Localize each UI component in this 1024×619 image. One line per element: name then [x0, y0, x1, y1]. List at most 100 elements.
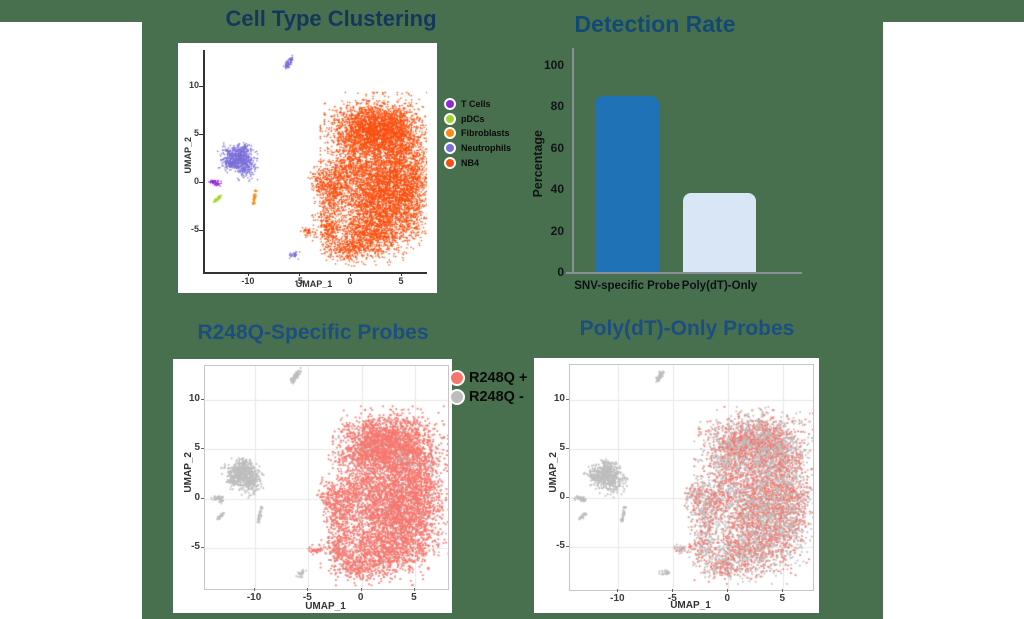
y-tick-label: 0	[194, 491, 200, 503]
x-tick-label: -5	[667, 593, 677, 604]
cell-type-umap-panel: UMAP_2 UMAP_1 -10 -5 0 5 10 5 0 -5	[178, 43, 437, 293]
x-axis-label: UMAP_1	[305, 601, 346, 612]
y-tick-label: 5	[193, 127, 199, 138]
x-tick-label: 5	[411, 592, 417, 603]
x-tick-label: -5	[302, 592, 312, 603]
detection-rate-bar-chart: Percentage 0 20 40 60 80 100 SNV-specific Prob…	[529, 42, 821, 319]
legend-item: pDCs	[444, 112, 511, 127]
x-tick-label: -10	[610, 593, 625, 604]
x-tick-mark	[247, 272, 249, 276]
legend-swatch	[444, 98, 456, 111]
bar-y-tick-label: 40	[550, 182, 564, 197]
x-tick-mark	[672, 589, 674, 592]
legend-swatch	[444, 142, 456, 155]
legend-item: NB4	[444, 155, 511, 170]
y-tick-label: 0	[193, 175, 199, 186]
legend-swatch	[449, 388, 465, 405]
x-tick-mark	[307, 588, 309, 591]
x-tick-mark	[298, 272, 300, 276]
x-tick-mark	[254, 588, 256, 591]
y-tick-label: 10	[188, 392, 200, 404]
umap-plot-area	[569, 364, 814, 591]
legend-swatch	[444, 127, 456, 140]
y-tick-mark	[566, 399, 569, 401]
bar-polydt-only	[683, 193, 756, 272]
legend-item: T Cells	[444, 97, 511, 112]
y-tick-label: 10	[553, 393, 565, 405]
umap-plot-area	[203, 50, 427, 274]
cell-type-clustering-title: Cell Type Clustering	[225, 6, 437, 31]
y-tick-label: 10	[188, 79, 199, 90]
x-tick-label: -10	[246, 592, 262, 603]
cell-type-legend: T Cells pDCs Fibroblasts Neutrophils NB4	[444, 97, 511, 170]
legend-label: T Cells	[461, 99, 491, 110]
detection-rate-title: Detection Rate	[574, 11, 736, 37]
legend-swatch	[444, 112, 456, 125]
x-tick-mark	[782, 589, 784, 592]
polydt-umap-panel: UMAP_2 UMAP_1 -10 -5 0 5 10 5 0 -5	[534, 358, 819, 613]
bar-category-label: Poly(dT)-Only	[681, 280, 758, 292]
umap-plot-area	[204, 365, 449, 590]
y-axis-label: UMAP_2	[548, 452, 559, 493]
x-tick-mark	[413, 588, 415, 591]
x-tick-mark	[360, 588, 362, 591]
x-tick-label: 5	[398, 276, 404, 286]
y-axis-label: UMAP_2	[183, 452, 194, 493]
r248q-umap-panel: UMAP_2 UMAP_1 -10 -5 0 5 10 5 0 -5	[173, 359, 452, 613]
x-tick-mark	[349, 272, 351, 276]
legend-label: R248Q -	[469, 388, 524, 405]
legend-item: Neutrophils	[444, 141, 511, 156]
y-tick-mark	[199, 85, 203, 87]
y-tick-mark	[201, 497, 204, 499]
y-tick-mark	[566, 497, 569, 499]
legend-item: R248Q +	[449, 369, 527, 388]
bar-y-tick-label: 20	[550, 223, 564, 238]
y-tick-mark	[566, 545, 569, 547]
legend-label: pDCs	[461, 113, 485, 124]
y-tick-mark	[201, 398, 204, 400]
x-tick-mark	[617, 589, 619, 592]
x-tick-mark	[401, 272, 402, 276]
bar-y-tick-label: 0	[557, 265, 564, 279]
legend-label: Neutrophils	[461, 143, 512, 154]
bar-snv-specific	[595, 96, 659, 272]
legend-label: Fibroblasts	[461, 128, 510, 139]
y-tick-label: -5	[556, 539, 565, 551]
y-tick-label: 0	[559, 491, 565, 503]
y-tick-mark	[201, 448, 204, 450]
legend-item: Fibroblasts	[444, 126, 511, 141]
legend-swatch	[444, 156, 456, 169]
umap-canvas	[205, 50, 427, 272]
y-tick-mark	[199, 133, 203, 135]
y-tick-label: -5	[191, 540, 200, 552]
bar-y-tick-label: 80	[550, 99, 564, 114]
y-tick-label: -5	[190, 223, 199, 234]
x-tick-label: 5	[779, 593, 786, 604]
x-tick-label: 0	[724, 593, 731, 604]
polydt-only-probes-title: Poly(dT)-Only Probes	[579, 317, 795, 340]
legend-swatch	[449, 370, 465, 387]
umap-canvas	[570, 365, 813, 590]
bar-category-label: SNV-specific Probe	[574, 280, 680, 292]
x-tick-label: -10	[241, 276, 255, 286]
y-tick-label: 5	[559, 442, 565, 454]
bar-y-axis-line	[572, 48, 574, 274]
x-axis-label: UMAP_1	[670, 600, 711, 611]
x-tick-mark	[727, 589, 729, 592]
legend-label: R248Q +	[469, 370, 528, 387]
x-tick-label: 0	[347, 276, 353, 286]
bar-y-tick-label: 100	[543, 58, 564, 72]
top-green-band	[0, 0, 1024, 22]
bar-y-tick-label: 60	[550, 140, 564, 155]
legend-label: NB4	[461, 157, 480, 168]
y-axis-label: UMAP_2	[183, 137, 193, 174]
r248q-legend: R248Q + R248Q -	[449, 369, 527, 406]
y-tick-label: 5	[194, 442, 200, 454]
y-tick-mark	[566, 448, 569, 450]
x-tick-label: -5	[294, 276, 303, 286]
y-tick-mark	[199, 229, 203, 231]
r248q-specific-probes-title: R248Q-Specific Probes	[197, 321, 429, 344]
y-tick-mark	[199, 181, 203, 183]
y-tick-mark	[201, 546, 204, 548]
